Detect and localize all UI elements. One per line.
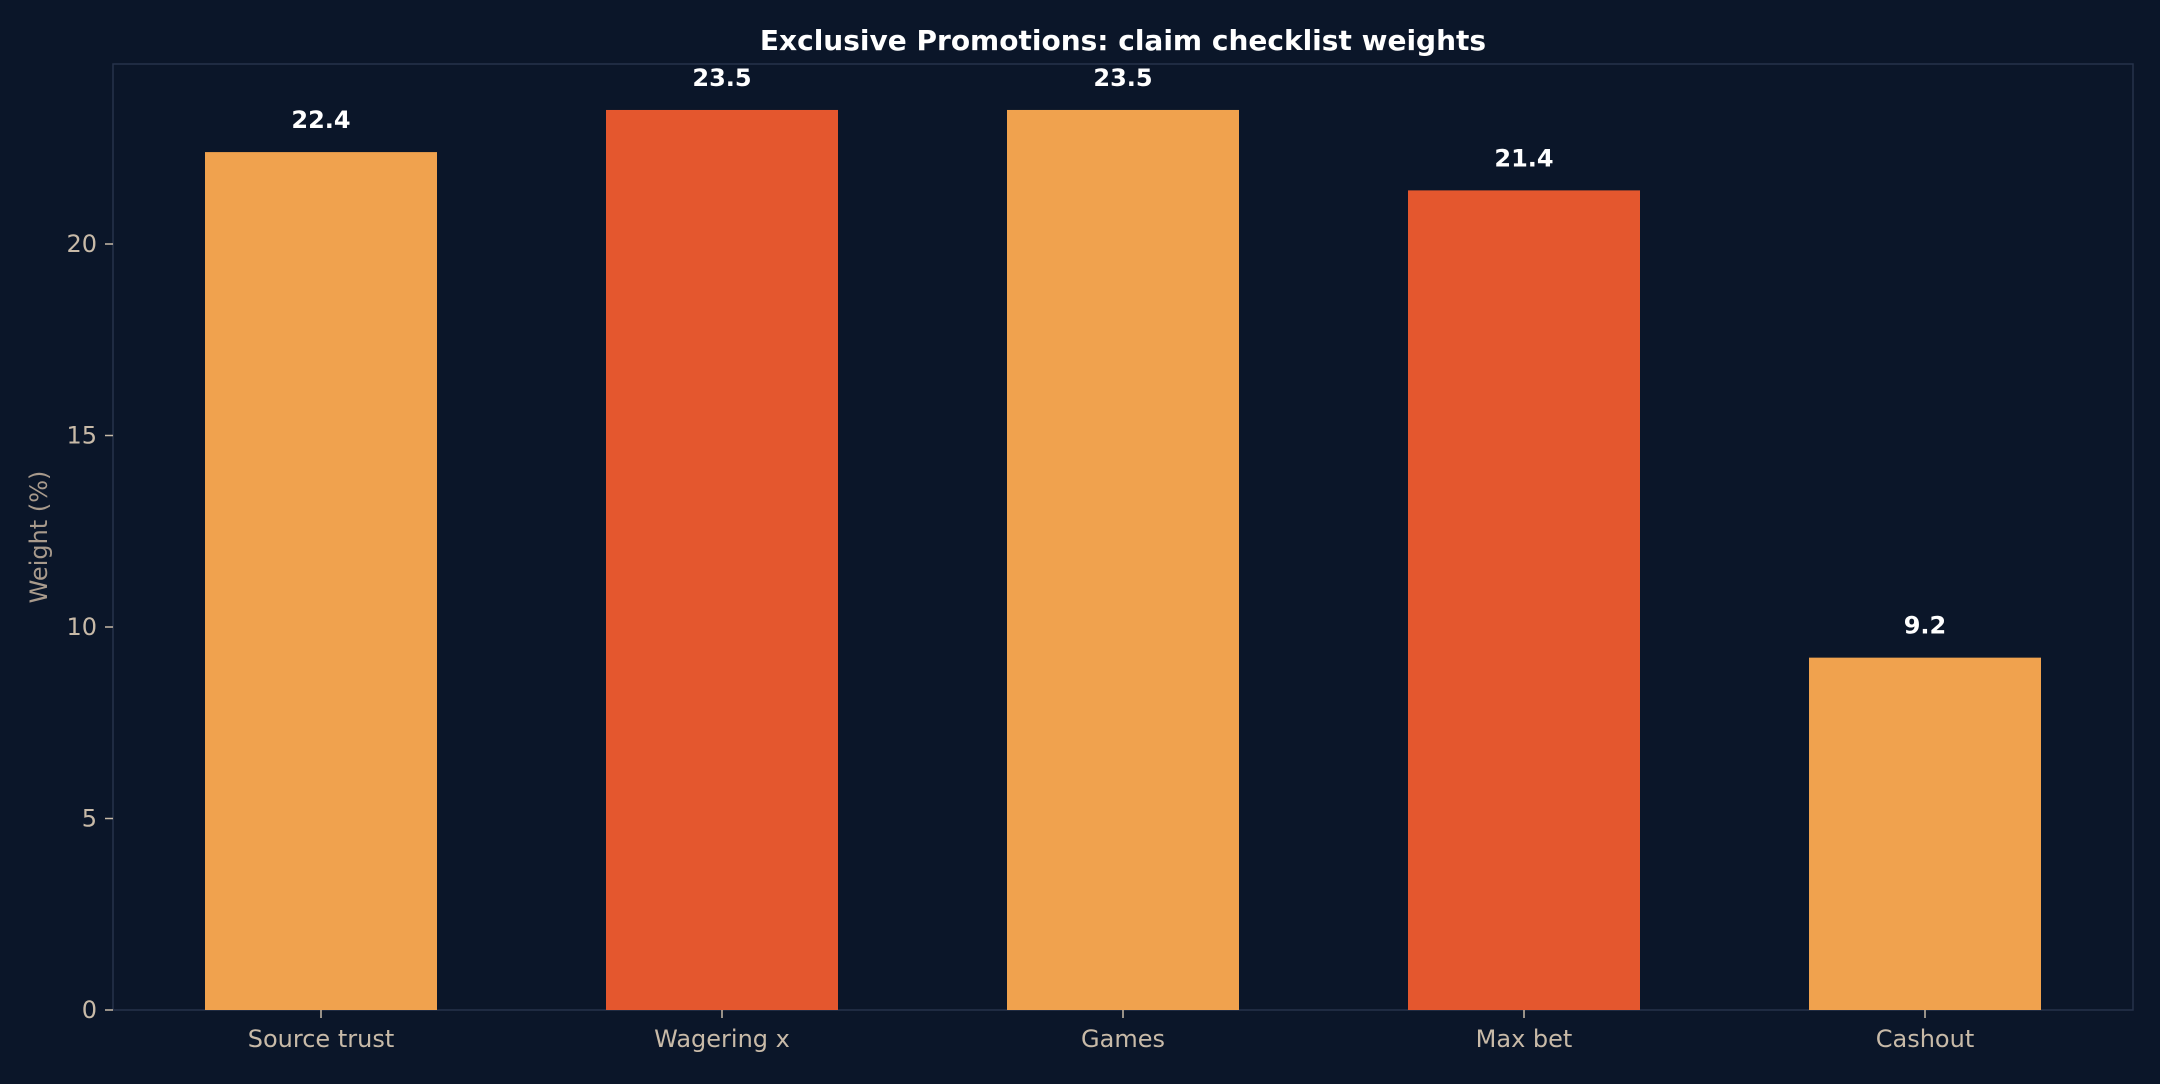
y-tick-label: 20 [66,230,97,258]
bar-games [1007,109,1239,1010]
x-axis-ticks: Source trust Wagering x Games Max bet Cashou… [248,1010,1974,1053]
x-tick-label: Cashout [1876,1025,1974,1053]
bar-max-bet [1408,190,1640,1010]
bar-cashout [1809,657,2041,1010]
y-axis-ticks: 0 5 10 15 20 [66,230,113,1024]
x-tick-label: Source trust [248,1025,394,1053]
bar-value-label: 9.2 [1904,612,1947,640]
y-axis-label: Weight (%) [25,471,53,604]
x-tick-label: Max bet [1476,1025,1573,1053]
y-tick-label: 0 [82,996,97,1024]
bar-value-label: 23.5 [692,64,751,92]
y-tick-label: 5 [82,805,97,833]
chart-title: Exclusive Promotions: claim checklist we… [760,24,1486,57]
x-tick-label: Games [1081,1025,1165,1053]
value-labels-group: 22.4 23.5 23.5 21.4 9.2 [291,64,1946,640]
bar-value-label: 23.5 [1093,64,1152,92]
y-tick-label: 10 [66,613,97,641]
bars-group [205,109,2041,1011]
bar-value-label: 21.4 [1494,144,1553,172]
bar-wagering-x [606,109,838,1010]
bar-value-label: 22.4 [291,106,350,134]
x-tick-label: Wagering x [654,1025,790,1053]
bar-source-trust [205,152,437,1011]
y-tick-label: 15 [66,422,97,450]
